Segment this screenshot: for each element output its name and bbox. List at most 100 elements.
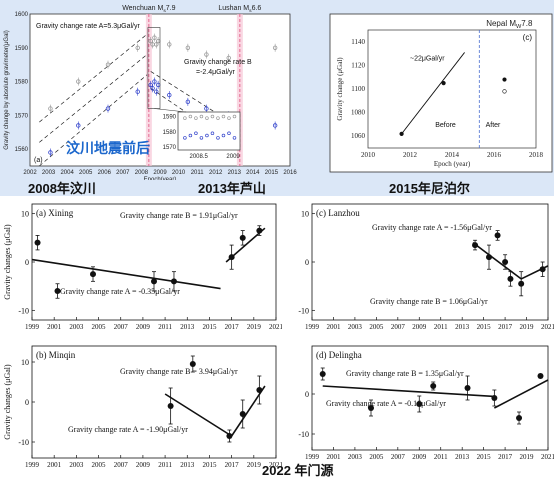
x-tick-label: 2012 [209,170,223,176]
x-tick-label: 2007 [114,323,129,331]
x-tick-label: 2007 [114,461,129,469]
x-tick-label: 2007 [391,453,406,461]
data-point [154,89,159,94]
data-point [151,278,157,285]
x-tick-label: 2006 [98,170,112,176]
x-tick-label: 2016 [283,170,297,176]
data-point [319,371,326,377]
x-tick-label: 2003 [69,461,84,469]
rate-b-annotation: Gravity change rate B [184,59,252,66]
data-point [518,280,525,287]
zoom-connector [154,108,187,113]
x-tick-label: 2021 [269,323,282,331]
x-tick-label: 2011 [158,461,172,469]
x-tick-label: 2017 [498,323,513,331]
inset-point [227,131,231,136]
x-tick-label: 2001 [47,323,62,331]
x-tick-label: 2012 [403,151,418,159]
inset-point [210,114,215,119]
inset-point [188,133,193,138]
data-point [226,55,231,61]
data-point [441,80,446,86]
inset-point [183,136,187,140]
x-tick-label: 2015 [202,323,217,331]
trend-line [472,242,522,280]
x-tick-label: 2005 [79,170,93,176]
x-tick-label: 2021 [541,453,554,461]
inset-point [183,116,187,120]
rate-annotation: Gravity change rate B = 1.91μGal/yr [120,211,238,220]
inset-point [227,116,231,120]
x-tick-label: 1999 [25,461,40,469]
x-tick-label: 2019 [247,461,262,469]
x-tick-label: 2015 [477,323,492,331]
x-tick-label: 2009 [153,170,167,176]
y-tick-label: 0 [25,398,29,407]
x-tick-label: 2011 [434,323,448,331]
data-point [54,288,61,294]
data-point [152,35,157,40]
data-point [239,234,246,241]
x-axis-label: Epoch (year) [434,160,471,168]
inset-y-tick: 1590 [163,115,177,121]
x-tick-label: 2007 [391,323,406,331]
x-tick-label: 2013 [228,170,242,176]
x-tick-label: 2017 [498,453,513,461]
data-point [416,401,423,407]
y-axis-label: Gravity change (μGal) [336,57,344,121]
x-tick-label: 2014 [445,151,460,159]
y-tick-label: 1100 [351,85,365,93]
data-point [502,259,509,265]
y-tick-label: 0 [305,390,309,399]
data-point [167,42,172,47]
x-tick-label: 2011 [158,323,172,331]
trend-line [164,393,233,437]
event-label: Wenchuan Ms7.9 [122,5,175,14]
inset-point [199,114,204,119]
inset-point [210,131,215,136]
data-point [502,77,507,82]
data-point [189,361,196,367]
y-tick-label: 1600 [15,12,29,18]
x-tick-label: 2016 [487,151,502,159]
rate-annotation: Gravity change rate A = -0.16μGal/yr [326,399,446,408]
data-point [167,92,172,98]
x-tick-label: 2019 [247,323,262,331]
inset-point [194,116,198,120]
y-tick-label: -10 [298,306,309,315]
inset-y-tick: 1580 [163,130,177,136]
panel-label: (b) Minqin [36,350,76,360]
rate-a-envelope [39,74,148,167]
data-point [204,52,209,57]
data-point [464,385,471,391]
y-tick-label: 1140 [351,38,365,46]
y-tick-label: -10 [18,438,29,447]
data-point [185,45,191,50]
inset-point [221,114,226,119]
rate-annotation: Gravity change rate B = 3.94μGal/yr [120,367,238,376]
x-tick-label: 2005 [92,461,107,469]
inset-x-tick: 2008.5 [189,154,208,160]
x-tick-label: 2013 [180,461,195,469]
rate-annotation: Gravity change rate A = -1.56μGal/yr [372,223,492,232]
data-point [272,123,278,128]
chinese-overlay-caption: 汶川地震前后 [66,140,150,156]
y-axis-label: Gravity changes (μGal) [3,364,12,440]
x-tick-label: 2017 [225,323,240,331]
lanzhou-chart: (c) Lanzhou -10 0 10 1999 2001 2003 2005 2007 200… [298,203,554,331]
wenchuan-caption: 2008年汶川 [28,181,96,196]
data-point [204,106,209,111]
rate-a-envelope [39,54,148,143]
x-tick-label: 2015 [477,453,492,461]
x-tick-label: 2011 [191,170,205,176]
x-tick-label: 2021 [269,461,282,469]
data-point [491,395,498,401]
panel-delingha-plot-area [311,345,549,451]
y-tick-label: 1080 [351,109,366,117]
rate-annotation: Gravity change rate B = 1.35μGal/yr [346,369,464,378]
data-point [502,89,507,94]
delingha-chart: (d) Delingha -10 0 1999 2001 2003 2005 2007 2009… [298,345,554,461]
inset-point [199,136,204,140]
inset-point [232,136,237,140]
after-label: After [486,122,501,129]
